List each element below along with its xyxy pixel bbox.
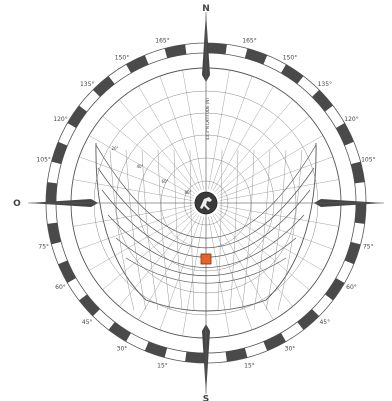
azimuth-radial — [73, 205, 193, 227]
degree-label: 165° — [155, 38, 169, 45]
altitude-label-60: 60° — [161, 179, 168, 184]
degree-label: 30° — [285, 346, 296, 353]
degree-label: 105° — [36, 157, 50, 164]
hour-line — [229, 149, 239, 311]
degree-label: 60° — [346, 284, 357, 291]
degree-labels: 165° 165° 150° 150° 135° 135° 120° 120° 105° 105°… — [36, 38, 375, 370]
degree-label: 105° — [361, 157, 375, 164]
ring-segment — [92, 76, 115, 97]
hour-line — [157, 149, 171, 311]
ring-segment — [126, 55, 149, 74]
azimuth-radial — [208, 70, 230, 190]
ring-segment — [325, 278, 345, 301]
ring-segment — [263, 332, 286, 351]
azimuth-radial — [102, 116, 196, 195]
north-label: N — [202, 4, 210, 14]
ring-segment — [297, 309, 320, 330]
degree-label: 15° — [157, 362, 168, 369]
azimuth-radial — [79, 156, 193, 199]
degree-label: 120° — [344, 116, 358, 123]
ring-segment — [350, 161, 365, 184]
degree-label: 120° — [53, 116, 67, 123]
hour-line — [277, 149, 303, 311]
hour-line — [189, 149, 195, 311]
azimuth-radial — [218, 135, 324, 197]
ring-segment — [164, 44, 187, 59]
ring-segment — [185, 351, 206, 363]
azimuth-radial — [212, 85, 274, 191]
azimuth-radial — [212, 215, 274, 321]
ring-segment — [47, 222, 62, 245]
west-label: O — [13, 199, 21, 209]
degree-label: 15° — [244, 362, 255, 369]
ring-segment — [335, 123, 354, 146]
center-emblem — [194, 191, 218, 215]
azimuth-radial — [182, 70, 204, 190]
degree-label: 45° — [82, 319, 93, 326]
azimuth-radial — [138, 85, 200, 191]
ring-segment — [281, 64, 304, 84]
ring-segment — [51, 141, 68, 165]
degree-label: 150° — [283, 55, 297, 62]
azimuth-radial — [219, 207, 333, 250]
azimuth-radial — [88, 135, 194, 197]
azimuth-radial — [102, 211, 196, 290]
azimuth-radial — [219, 179, 339, 201]
hour-line — [217, 149, 223, 311]
ring-segment — [144, 341, 168, 358]
altitude-label-20: 20° — [111, 146, 118, 151]
degree-label: 165° — [242, 38, 256, 45]
position-marker — [200, 253, 212, 265]
ring-segment — [206, 43, 227, 55]
azimuth-radial — [214, 213, 293, 307]
ring-segment — [79, 294, 100, 317]
azimuth-radial — [219, 205, 339, 227]
degree-ring-segments — [46, 43, 366, 363]
ring-segment — [46, 182, 58, 203]
hour-lines — [109, 149, 303, 311]
hour-line — [173, 149, 183, 311]
azimuth-radial — [219, 156, 333, 199]
hour-line — [141, 149, 159, 311]
azimuth-radial — [210, 76, 253, 190]
azimuth-radial — [214, 99, 293, 193]
degree-label: 150° — [115, 55, 129, 62]
degree-label: 75° — [38, 244, 49, 251]
ring-segment — [312, 89, 333, 112]
degree-label: 75° — [363, 244, 374, 251]
degree-label: 60° — [55, 284, 66, 291]
latitude-label: 43,3°N LATITUDE (N) — [205, 98, 210, 140]
hour-line — [125, 149, 147, 311]
ring-segment — [108, 322, 131, 342]
hour-line — [241, 149, 255, 311]
azimuth-radial — [159, 76, 202, 190]
south-label: S — [203, 395, 209, 401]
azimuth-radial — [73, 179, 193, 201]
degree-label: 135° — [80, 81, 94, 88]
hour-line — [265, 149, 287, 311]
degree-label: 135° — [318, 81, 332, 88]
azimuth-radial — [119, 99, 198, 193]
degree-label: 30° — [117, 346, 128, 353]
hour-line — [109, 149, 135, 311]
ring-segment — [354, 203, 366, 224]
azimuth-radial — [138, 215, 200, 321]
ring-segment — [58, 260, 77, 283]
azimuth-radial — [182, 216, 204, 336]
figure-icon — [200, 197, 212, 210]
degree-label: 45° — [319, 319, 330, 326]
ring-segment — [344, 241, 361, 265]
azimuth-radial — [208, 216, 230, 336]
azimuth-radial — [216, 116, 310, 195]
ring-segment — [244, 48, 268, 65]
altitude-label-40: 40° — [136, 164, 143, 169]
azimuth-radial — [216, 211, 310, 290]
ring-segment — [67, 105, 87, 128]
ring-segment — [225, 347, 248, 362]
hour-line — [253, 149, 271, 311]
altitude-label-80: 80° — [184, 190, 191, 195]
azimuth-radial — [79, 207, 193, 250]
azimuth-radial — [119, 213, 198, 307]
